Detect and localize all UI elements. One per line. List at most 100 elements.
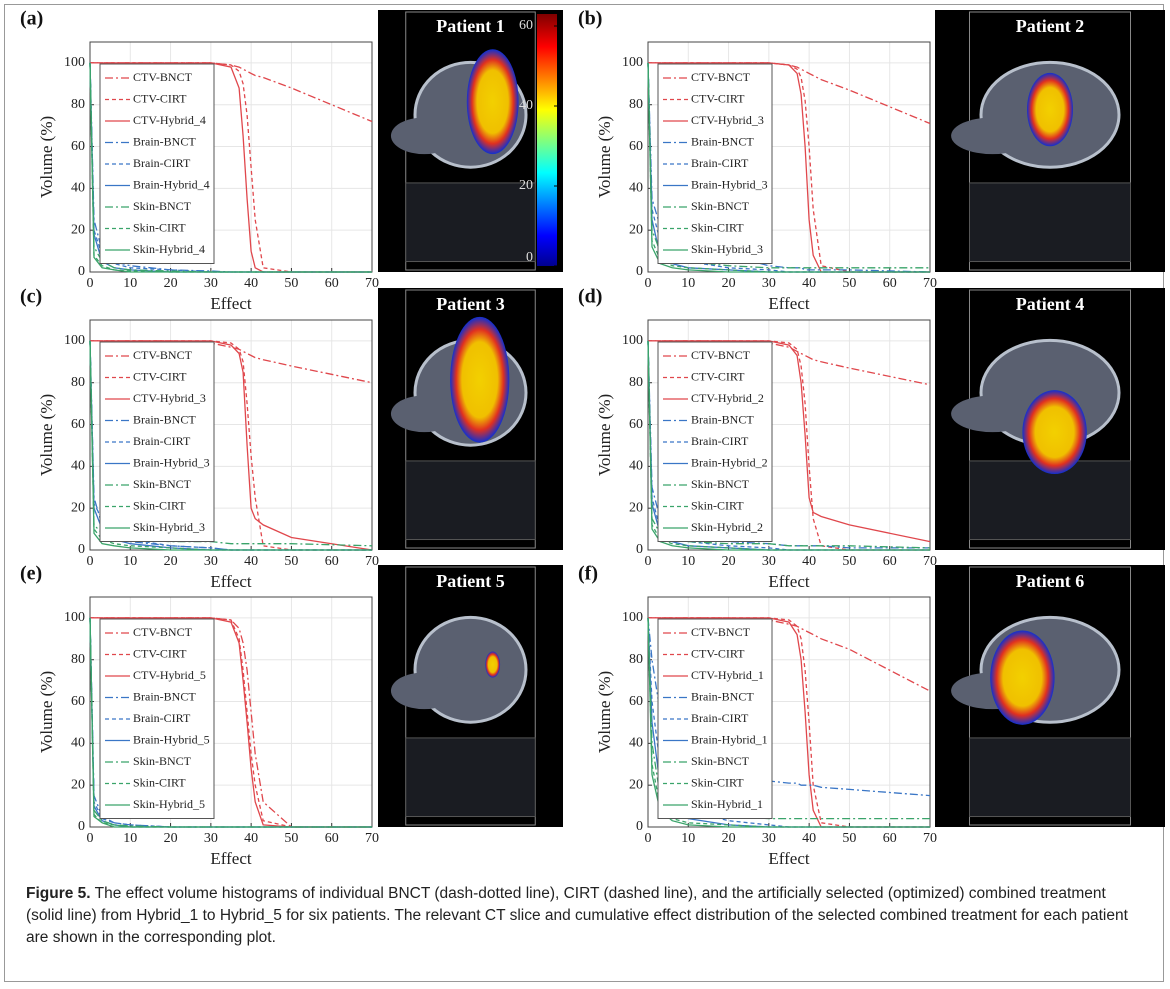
ct-dose <box>990 631 1054 725</box>
ct-neck <box>951 395 1034 432</box>
y-tick-label: 80 <box>71 375 85 390</box>
legend-label: Brain-BNCT <box>691 412 754 426</box>
y-tick-label: 60 <box>71 694 85 709</box>
x-tick-label: 50 <box>842 554 856 569</box>
legend-label: Brain-BNCT <box>133 689 196 703</box>
legend-label: Brain-Hybrid_3 <box>691 177 768 191</box>
x-tick-label: 50 <box>284 554 298 569</box>
x-tick-label: 20 <box>722 554 736 569</box>
legend-label: Brain-CIRT <box>691 156 749 170</box>
ct-table <box>406 738 536 817</box>
legend-label: Brain-BNCT <box>133 412 196 426</box>
ct-dose <box>450 317 509 443</box>
y-tick-label: 40 <box>629 459 643 474</box>
ct-dose <box>1022 390 1086 474</box>
ct-dose <box>467 49 519 154</box>
x-tick-label: 40 <box>244 831 258 846</box>
y-tick-label: 80 <box>629 652 643 667</box>
legend-label: Skin-CIRT <box>691 775 744 789</box>
legend-label: CTV-Hybrid_2 <box>691 391 764 405</box>
legend-label: Brain-BNCT <box>133 134 196 148</box>
y-axis-label: Volume (%) <box>595 671 614 753</box>
legend-label: Skin-Hybrid_1 <box>691 797 763 811</box>
y-tick-label: 40 <box>71 736 85 751</box>
image-title: Patient 6 <box>1016 571 1084 591</box>
legend-label: Skin-CIRT <box>691 220 744 234</box>
x-tick-label: 40 <box>802 554 816 569</box>
x-tick-label: 30 <box>762 831 776 846</box>
legend-label: Skin-BNCT <box>691 754 750 768</box>
x-axis-label: Effect <box>768 294 809 313</box>
legend-label: Brain-CIRT <box>133 711 191 725</box>
page: {"chart_data": [ {"type": "line", "panel… <box>0 0 1170 989</box>
x-tick-label: 60 <box>325 276 339 291</box>
ct-dose <box>1027 73 1073 146</box>
legend-label: Brain-Hybrid_3 <box>133 455 210 469</box>
x-tick-label: 60 <box>325 831 339 846</box>
legend-label: CTV-CIRT <box>691 369 745 383</box>
ct-neck <box>951 117 1034 154</box>
colorbar <box>537 14 557 266</box>
legend-label: CTV-CIRT <box>133 91 187 105</box>
colorbar-tick-label: 40 <box>519 98 533 113</box>
legend-label: CTV-Hybrid_3 <box>133 391 206 405</box>
legend-label: Brain-CIRT <box>133 156 191 170</box>
legend-label: CTV-Hybrid_4 <box>133 113 206 127</box>
y-axis-label: Volume (%) <box>595 394 614 476</box>
y-tick-label: 40 <box>629 736 643 751</box>
y-tick-label: 60 <box>629 417 643 432</box>
caption-label: Figure 5. <box>26 885 91 902</box>
x-tick-label: 40 <box>244 276 258 291</box>
x-tick-label: 0 <box>645 276 652 291</box>
caption: Figure 5. The effect volume histograms o… <box>26 883 1141 949</box>
legend-label: Brain-CIRT <box>691 711 749 725</box>
x-tick-label: 60 <box>325 554 339 569</box>
y-axis-label: Volume (%) <box>37 116 56 198</box>
y-tick-label: 0 <box>78 264 85 279</box>
x-tick-label: 20 <box>722 831 736 846</box>
y-tick-label: 100 <box>622 333 643 348</box>
y-tick-label: 0 <box>636 819 643 834</box>
y-tick-label: 100 <box>64 610 85 625</box>
legend-label: Skin-Hybrid_5 <box>133 797 205 811</box>
x-tick-label: 10 <box>681 831 695 846</box>
y-tick-label: 40 <box>71 459 85 474</box>
x-tick-label: 30 <box>762 554 776 569</box>
y-axis-label: Volume (%) <box>37 394 56 476</box>
y-tick-label: 0 <box>636 542 643 557</box>
panel-label: (a) <box>20 8 43 30</box>
legend-label: Skin-CIRT <box>133 498 186 512</box>
x-tick-label: 0 <box>87 554 94 569</box>
panel-label: (b) <box>578 8 602 30</box>
legend-label: CTV-CIRT <box>133 369 187 383</box>
ct-dose <box>485 651 500 677</box>
legend-label: Brain-Hybrid_1 <box>691 732 768 746</box>
x-tick-label: 10 <box>123 831 137 846</box>
x-axis-label: Effect <box>768 849 809 868</box>
y-tick-label: 60 <box>71 417 85 432</box>
y-tick-label: 60 <box>629 139 643 154</box>
x-tick-label: 20 <box>164 554 178 569</box>
image-title: Patient 4 <box>1016 294 1084 314</box>
y-axis-label: Volume (%) <box>595 116 614 198</box>
x-tick-label: 10 <box>123 276 137 291</box>
y-tick-label: 20 <box>71 777 85 792</box>
panel-label: (f) <box>578 563 598 585</box>
x-tick-label: 70 <box>923 831 937 846</box>
legend-label: Skin-Hybrid_3 <box>691 242 763 256</box>
x-tick-label: 0 <box>87 276 94 291</box>
y-axis-label: Volume (%) <box>37 671 56 753</box>
y-tick-label: 80 <box>71 97 85 112</box>
legend-label: Skin-BNCT <box>691 477 750 491</box>
x-tick-label: 40 <box>244 554 258 569</box>
legend-label: CTV-Hybrid_1 <box>691 668 764 682</box>
y-tick-label: 100 <box>64 55 85 70</box>
legend-label: CTV-BNCT <box>133 348 193 362</box>
y-tick-label: 100 <box>622 55 643 70</box>
y-tick-label: 40 <box>71 181 85 196</box>
ct-neck <box>391 117 458 154</box>
x-tick-label: 70 <box>923 276 937 291</box>
legend-label: Skin-Hybrid_2 <box>691 520 763 534</box>
x-tick-label: 70 <box>923 554 937 569</box>
image-title: Patient 1 <box>436 16 504 36</box>
